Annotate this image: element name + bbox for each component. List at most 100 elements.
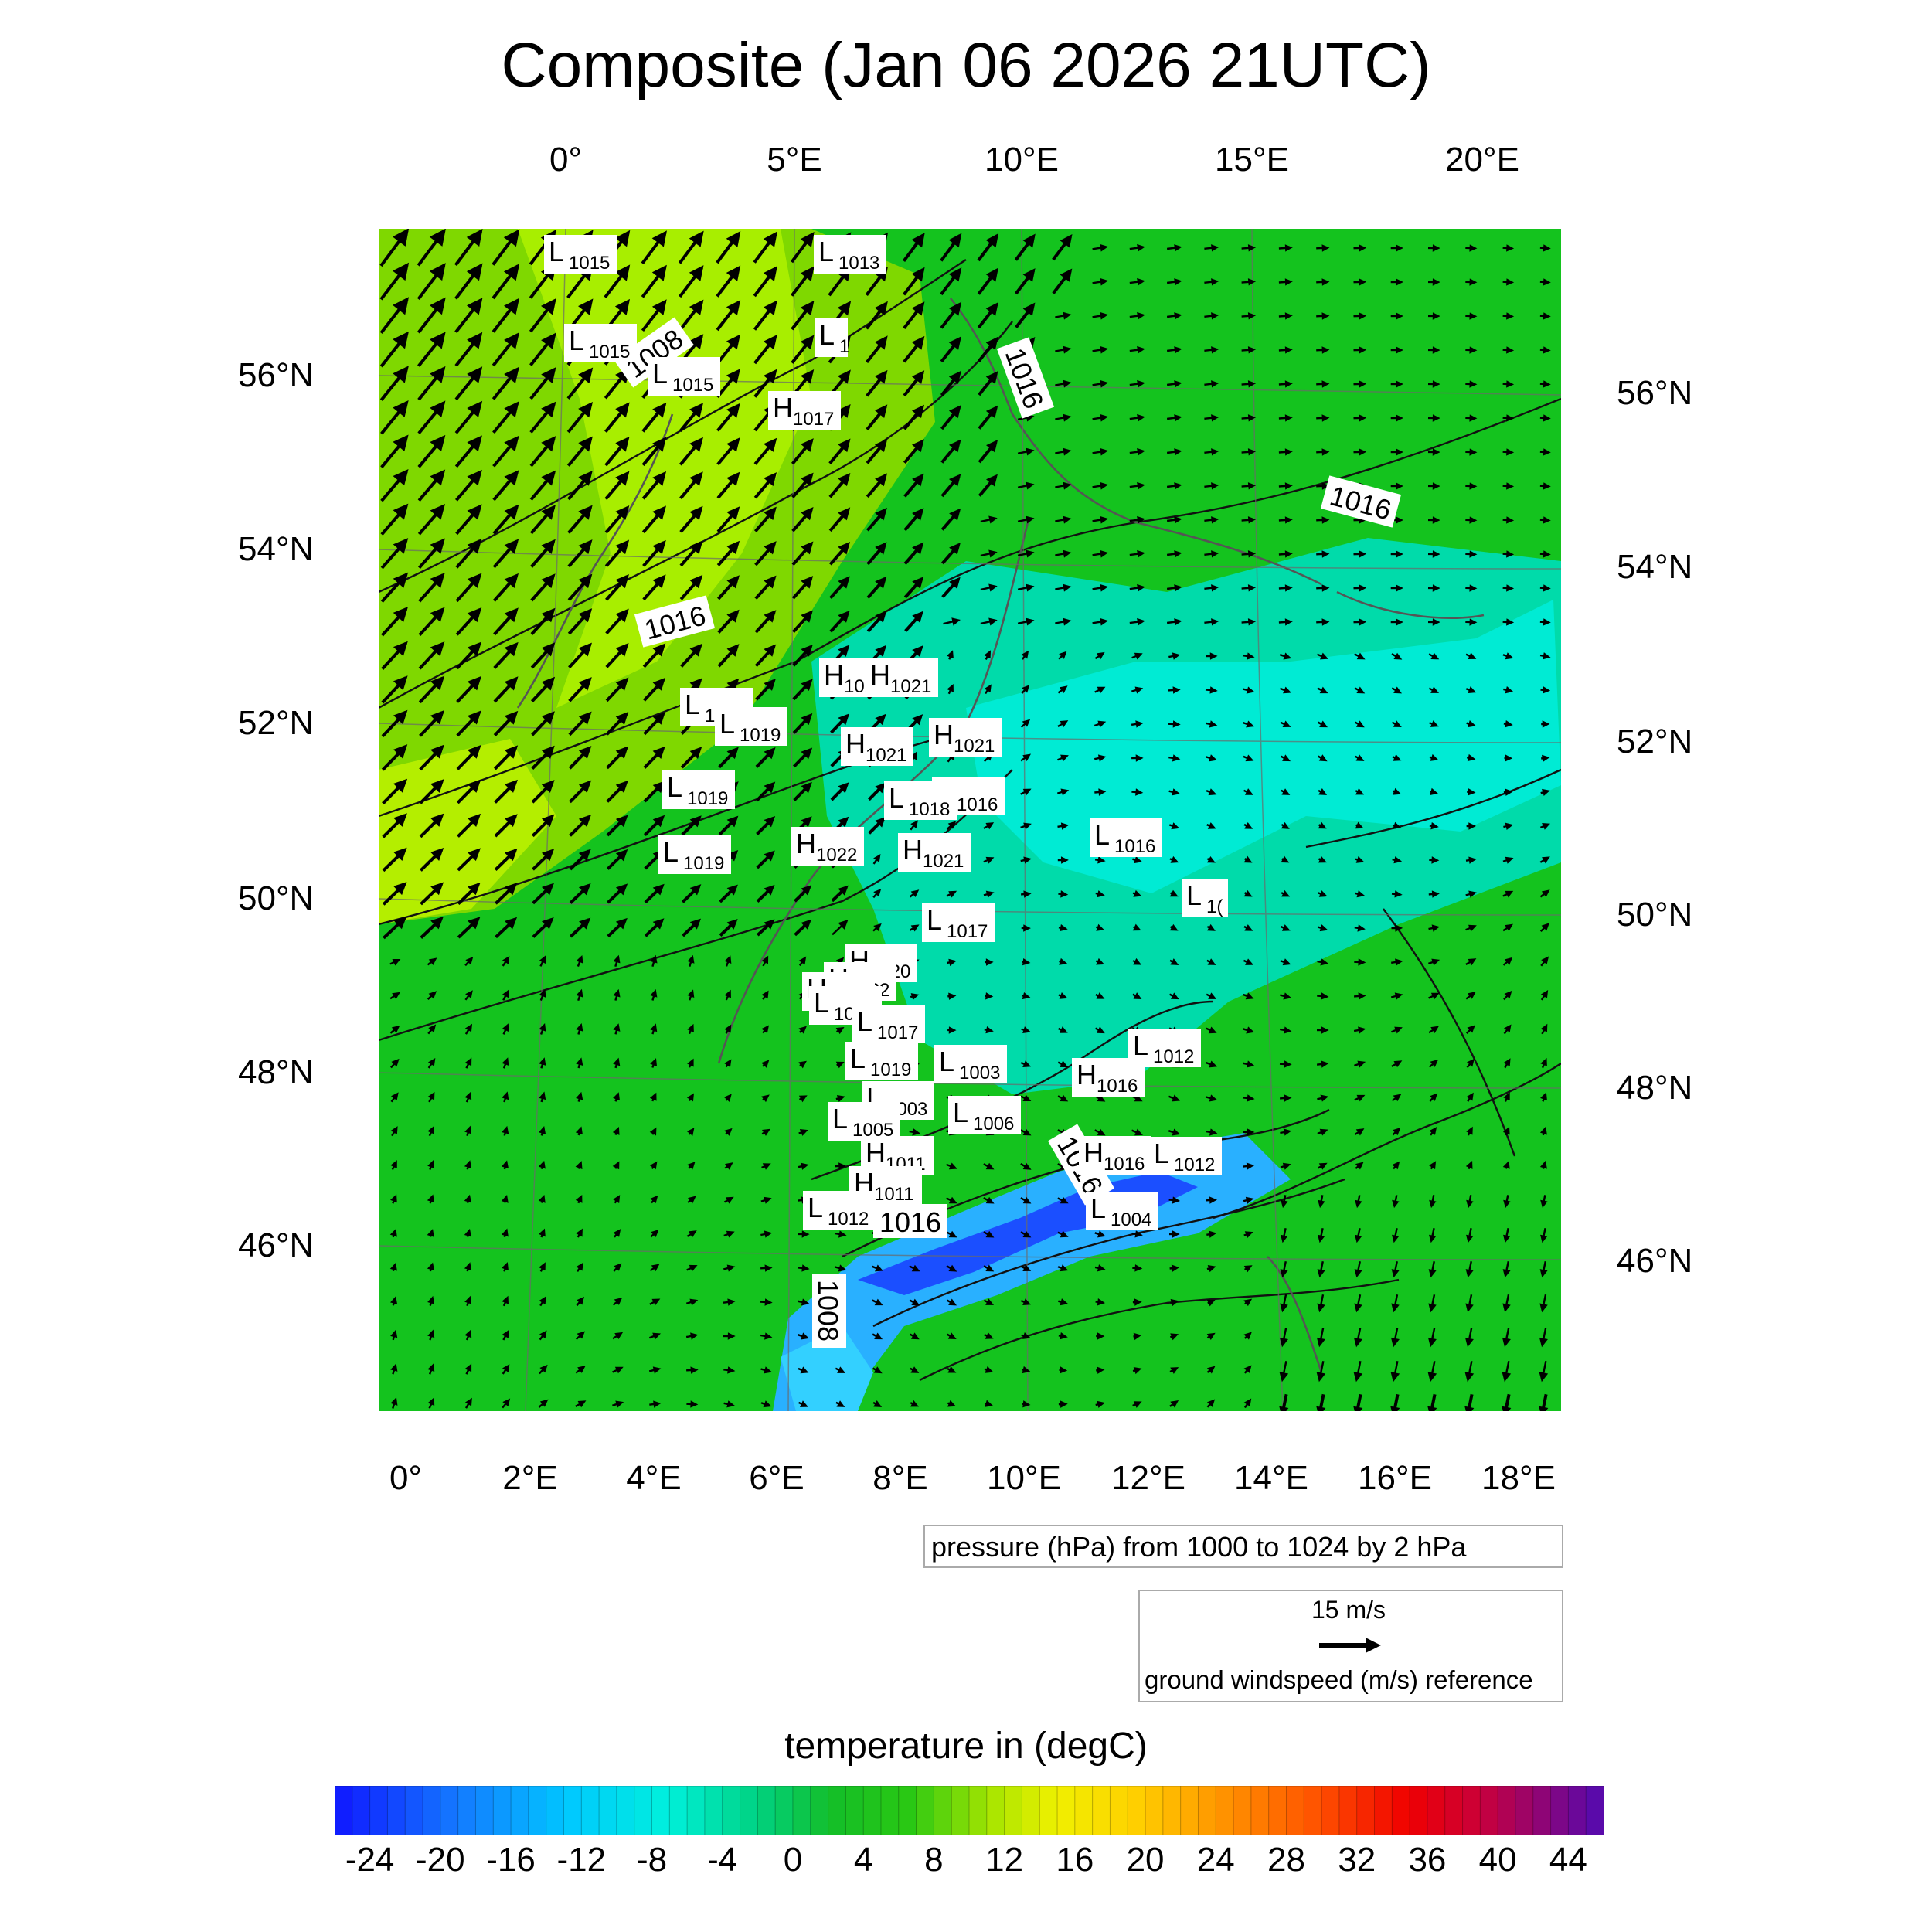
wind-vector-head [1097,1264,1106,1272]
wind-vector-head [726,1264,736,1272]
wind-vector-head [948,474,961,487]
wind-vector-head [1022,957,1031,966]
wind-vector-head [652,746,665,760]
wind-vector-head [1469,346,1478,354]
wind-vector-head [615,539,630,555]
wind-vector-head [1172,1094,1180,1102]
pressure-center-type: L [652,358,668,389]
wind-vector-head [576,988,583,998]
wind-vector-head [1171,822,1180,830]
wind-vector-head [1392,1127,1401,1136]
wind-vector-head [1506,278,1515,286]
lon-label-bottom: 18°E [1481,1459,1556,1497]
wind-vector-head [689,299,704,316]
wind-vector-head [504,470,519,486]
wind-vector-head [1542,754,1550,763]
wind-vector-head [427,1058,436,1066]
pressure-center-value: 1015 [569,253,610,274]
colorbar-tick-label: 40 [1478,1841,1517,1879]
wind-vector-head [1284,1094,1292,1102]
wind-vector-head [1321,550,1330,558]
wind-vector-head [726,437,740,452]
wind-vector-head [464,1228,471,1237]
wind-vector-head [1359,380,1367,388]
wind-vector-head [1396,346,1403,354]
wind-vector-head [1317,1269,1325,1278]
wind-vector-head [468,882,481,896]
wind-vector-head [393,709,408,725]
wind-vector-head [612,1161,620,1170]
wind-vector-head [1321,1026,1329,1034]
wind-vector-head [1243,889,1253,897]
wind-vector-head [427,1194,434,1203]
wind-vector-head [801,507,814,521]
wind-vector-head [467,435,482,452]
pressure-center-low: L 1012 [803,1191,876,1230]
wind-vector-head [504,504,519,520]
wind-vector-head [689,815,702,828]
colorbar-segment [810,1786,829,1835]
wind-vector-head [430,813,444,827]
wind-vector-head [875,576,887,589]
wind-vector-head [1211,244,1219,252]
wind-vector-head [1318,787,1328,795]
wind-vector-head [1318,1234,1325,1243]
wind-vector-head [430,400,446,417]
wind-vector-head [1284,618,1293,626]
wind-vector-head [838,920,849,930]
wind-vector-head [764,850,775,862]
colorbar-segment [651,1786,671,1835]
wind-vector-head [1506,346,1515,354]
colorbar-tick-label: -8 [636,1841,668,1879]
wind-vector-head [1134,1298,1142,1306]
wind-vector-head [430,675,445,691]
wind-reference-box: 15 m/s ground windspeed (m/s) reference [1138,1590,1563,1702]
wind-vector-head [726,850,739,862]
wind-vector-head [464,1057,472,1066]
wind-vector-head [838,576,850,589]
lat-label-left: 54°N [238,530,315,568]
wind-vector-head [651,1229,659,1238]
wind-vector-head [1023,822,1032,830]
colorbar-segment [722,1786,741,1835]
wind-vector-head [539,1296,546,1304]
wind-vector-head [539,989,546,998]
wind-vector-head [689,334,704,350]
wind-vector-head [652,539,666,555]
pressure-center-type: H [1083,1137,1104,1168]
colorbar-tick-label: 32 [1338,1841,1376,1879]
colorbar-tick-label: 4 [853,1841,873,1879]
colorbar-segment [1462,1786,1481,1835]
wind-vector-head [1134,686,1144,694]
wind-vector-head [1282,958,1291,966]
wind-vector-head [504,298,520,315]
wind-vector-head [1540,1234,1548,1243]
wind-vector-head [1100,413,1109,422]
wind-vector-head [912,508,924,521]
wind-vector-head [1211,618,1219,626]
wind-vector-head [1431,924,1440,932]
wind-vector-head [1504,990,1512,999]
wind-vector-head [541,607,556,623]
wind-vector-head [800,231,815,247]
wind-vector-head [875,713,886,726]
wind-vector-head [1174,482,1182,490]
wind-vector-head [762,1163,771,1170]
wind-vector-head [1355,787,1365,795]
pressure-center-value: 1015 [672,375,713,396]
colorbar-segment [1444,1786,1464,1835]
wind-vector-head [948,1264,957,1272]
lon-label-top: 20°E [1445,141,1519,179]
wind-vector-head [988,549,998,558]
wind-vector-head [764,472,777,487]
wind-vector-head [1170,1367,1179,1374]
wind-vector-head [1172,754,1181,762]
colorbar-segment [862,1786,882,1835]
wind-vector-head [391,1058,400,1067]
wind-vector-head [726,884,738,896]
wind-vector-head [649,1161,658,1170]
wind-vector-head [1355,1162,1364,1170]
wind-vector-head [911,1264,920,1272]
wind-vector-head [1096,1026,1105,1034]
